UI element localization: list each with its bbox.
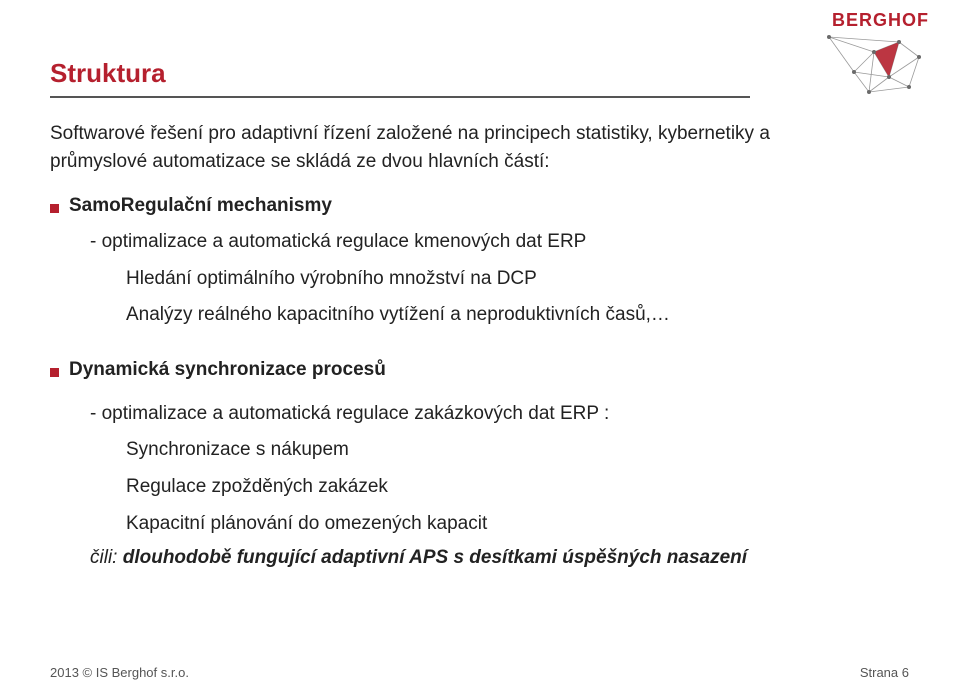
section-2-heading-text: Dynamická synchronizace procesů — [69, 359, 386, 381]
section-1-heading: SamoRegulační mechanismy — [50, 195, 889, 217]
section-2-item-0: Synchronizace s nákupem — [126, 437, 889, 464]
page-title: Struktura — [50, 58, 166, 89]
intro-line-2: průmyslové automatizace se skládá ze dvo… — [50, 151, 550, 172]
section-2-item-2: Kapacitní plánování do omezených kapacit — [126, 511, 889, 538]
bullet-icon — [50, 368, 59, 377]
brand-logo: BERGHOF — [832, 10, 929, 31]
intro-text: Softwarové řešení pro adaptivní řízení z… — [50, 120, 889, 175]
closing-emph: dlouhodobě fungující adaptivní APS s des… — [123, 547, 747, 568]
section-1-item-0: Hledání optimálního výrobního množství n… — [126, 266, 889, 293]
section-1-heading-text: SamoRegulační mechanismy — [69, 195, 332, 217]
closing-prefix: čili: — [90, 547, 123, 568]
section-2: Dynamická synchronizace procesů - optima… — [50, 359, 889, 569]
footer-right: Strana 6 — [860, 665, 909, 680]
brand-network-icon — [819, 32, 929, 102]
footer-left: 2013 © IS Berghof s.r.o. — [50, 665, 189, 680]
section-2-closing: čili: dlouhodobě fungující adaptivní APS… — [90, 547, 889, 569]
section-2-item-1: Regulace zpožděných zakázek — [126, 474, 889, 501]
brand-name: BERGHOF — [832, 10, 929, 30]
intro-line-1: Softwarové řešení pro adaptivní řízení z… — [50, 123, 770, 144]
section-2-sub: - optimalizace a automatická regulace za… — [90, 401, 889, 428]
footer: 2013 © IS Berghof s.r.o. Strana 6 — [50, 665, 909, 680]
content-area: Softwarové řešení pro adaptivní řízení z… — [50, 120, 889, 569]
bullet-icon — [50, 204, 59, 213]
section-2-heading: Dynamická synchronizace procesů — [50, 359, 889, 381]
section-1-sub: - optimalizace a automatická regulace km… — [90, 229, 889, 256]
section-1-item-1: Analýzy reálného kapacitního vytížení a … — [126, 302, 889, 329]
section-1: SamoRegulační mechanismy - optimalizace … — [50, 195, 889, 329]
title-underline — [50, 96, 750, 98]
